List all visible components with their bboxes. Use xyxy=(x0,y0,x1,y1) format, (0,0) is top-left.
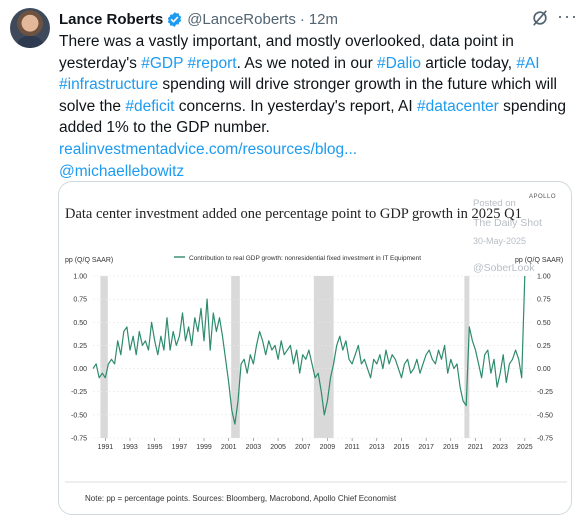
tweet-line-5: added 1% to the GDP number. xyxy=(59,117,579,139)
x-tick-15: 2021 xyxy=(468,444,484,451)
x-tick-14: 2019 xyxy=(443,444,459,451)
hashtag-infrastructure[interactable]: #infrastructure xyxy=(59,76,159,94)
y-tick-labels-left: 1.00 0.75 0.50 0.25 0.00 -0.25 -0.50 -0.75 xyxy=(71,274,87,443)
y-tick-left-3: 0.25 xyxy=(73,343,87,350)
x-tick-2: 1995 xyxy=(147,444,163,451)
series-line xyxy=(92,275,526,425)
hashtag-report[interactable]: #report xyxy=(187,54,237,72)
mention-michaellebowitz[interactable]: @michaellebowitz xyxy=(59,162,185,180)
grid-lines xyxy=(93,275,531,439)
avatar-shirt xyxy=(16,36,44,48)
y-tick-labels-right: 1.00 0.75 0.50 0.25 0.00 -0.25 -0.50 -0.75 xyxy=(537,274,553,443)
x-tick-11: 2013 xyxy=(369,444,385,451)
watermark-soberlook: @SoberLook xyxy=(473,262,535,274)
tweet-text: There was a vastly important, and mostly… xyxy=(59,31,579,182)
x-tick-5: 2001 xyxy=(221,444,237,451)
y-tick-left-6: -0.50 xyxy=(71,412,87,419)
y-tick-left-5: -0.25 xyxy=(71,389,87,396)
y-tick-left-2: 0.50 xyxy=(73,320,87,327)
text-segment: There was a vastly important, and mostly… xyxy=(59,33,514,50)
y-tick-left-7: -0.75 xyxy=(71,436,87,443)
media-card[interactable]: Data center investment added one percent… xyxy=(58,181,572,515)
recession-band-3 xyxy=(464,276,470,438)
chart-svg: Data center investment added one percent… xyxy=(65,194,567,503)
y-tick-right-6: -0.50 xyxy=(537,412,553,419)
text-segment: spending will drive stronger growth in t… xyxy=(158,76,557,94)
y-tick-right-5: -0.25 xyxy=(537,389,553,396)
ylabel-left: pp (Q/Q SAAR) xyxy=(65,257,113,264)
y-tick-right-3: 0.25 xyxy=(537,343,551,350)
y-tick-left-0: 1.00 xyxy=(73,274,87,281)
hashtag-datacenter[interactable]: #datacenter xyxy=(416,97,499,115)
hashtag-ai[interactable]: #AI xyxy=(516,54,540,72)
text-segment: . As we noted in our xyxy=(236,54,378,72)
x-tick-9: 2009 xyxy=(320,444,336,451)
y-tick-right-0: 1.00 xyxy=(537,274,551,281)
author-avatar[interactable] xyxy=(10,8,50,48)
y-tick-right-1: 0.75 xyxy=(537,297,551,304)
author-handle[interactable]: @LanceRoberts xyxy=(187,10,296,28)
x-tick-7: 2005 xyxy=(270,444,286,451)
watermark-posted: Posted on xyxy=(473,198,516,209)
recession-bands xyxy=(100,276,470,438)
x-tick-1: 1993 xyxy=(122,444,138,451)
watermark-date: 30-May-2025 xyxy=(473,236,526,246)
x-tick-labels: 1991 1993 1995 1997 1999 2001 2003 2005 2007 2009… xyxy=(98,438,533,451)
author-name[interactable]: Lance Roberts xyxy=(59,10,164,28)
x-tick-8: 2007 xyxy=(295,444,311,451)
x-tick-3: 1997 xyxy=(172,444,188,451)
x-tick-16: 2023 xyxy=(492,444,508,451)
x-tick-0: 1991 xyxy=(98,444,114,451)
chart-note: Note: pp = percentage points. Sources: B… xyxy=(85,494,397,503)
x-tick-17: 2025 xyxy=(517,444,533,451)
tweet-line-7: @michaellebowitz xyxy=(59,161,579,183)
tweet-line-3: #infrastructure spending will drive stro… xyxy=(59,74,579,96)
y-tick-right-2: 0.50 xyxy=(537,320,551,327)
ylabel-right: pp (Q/Q SAAR) xyxy=(515,257,563,264)
hashtag-gdp[interactable]: #GDP xyxy=(141,54,184,72)
x-tick-13: 2017 xyxy=(418,444,434,451)
x-tick-6: 2003 xyxy=(246,444,262,451)
watermark-dailyshot: The Daily Shot xyxy=(473,217,542,229)
text-segment: spending xyxy=(498,97,567,115)
more-icon[interactable]: ··· xyxy=(557,6,578,26)
tweet-line-1: There was a vastly important, and mostly… xyxy=(59,31,579,53)
text-segment: solve the xyxy=(59,97,126,115)
recession-band-0 xyxy=(100,276,108,438)
recession-band-1 xyxy=(231,276,240,438)
x-tick-10: 2011 xyxy=(345,444,360,451)
legend-label: Contribution to real GDP growth: nonresi… xyxy=(189,255,421,262)
x-tick-12: 2015 xyxy=(394,444,410,451)
tweet-line-2: yesterday's #GDP #report. As we noted in… xyxy=(59,53,579,75)
y-tick-right-7: -0.75 xyxy=(537,436,553,443)
hashtag-dalio[interactable]: #Dalio xyxy=(377,54,421,72)
text-segment: added 1% to the GDP number. xyxy=(59,119,270,137)
tweet-time[interactable]: 12m xyxy=(308,10,339,28)
chart-title: Data center investment added one percent… xyxy=(65,206,522,222)
tweet-line-4: solve the #deficit concerns. In yesterda… xyxy=(59,96,579,118)
recession-band-2 xyxy=(313,276,334,438)
article-link[interactable]: realinvestmentadvice.com/resources/blog.… xyxy=(59,140,358,158)
y-tick-right-4: 0.00 xyxy=(537,366,551,373)
y-tick-left-4: 0.00 xyxy=(73,366,87,373)
tweet-header: Lance Roberts @LanceRoberts · 12m xyxy=(59,9,338,29)
grok-icon[interactable] xyxy=(530,8,550,28)
apollo-brand: APOLLO xyxy=(529,194,556,200)
separator-dot: · xyxy=(299,10,305,28)
hashtag-deficit[interactable]: #deficit xyxy=(125,97,175,115)
text-segment: yesterday's xyxy=(59,54,142,72)
y-tick-left-1: 0.75 xyxy=(73,297,87,304)
text-segment: concerns. In yesterday's report, AI xyxy=(174,97,417,115)
x-tick-4: 1999 xyxy=(196,444,212,451)
verified-badge-icon xyxy=(168,11,182,27)
text-segment: article today, xyxy=(421,54,517,72)
tweet-line-6: realinvestmentadvice.com/resources/blog.… xyxy=(59,139,579,161)
